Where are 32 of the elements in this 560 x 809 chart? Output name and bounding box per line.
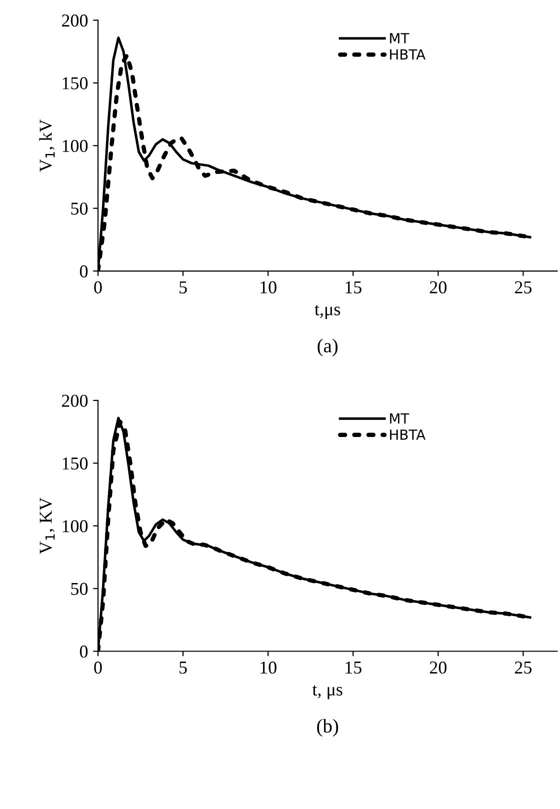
- y-tick-label: 200: [62, 14, 88, 27]
- y-tick-label: 150: [62, 77, 88, 90]
- y-tick-label: 150: [62, 457, 88, 470]
- x-tick-label: 0: [94, 661, 102, 674]
- x-tick-label: 5: [180, 662, 187, 674]
- x-tick-label: 10: [260, 661, 276, 674]
- x-tick-label: 25: [514, 662, 532, 674]
- y-tick-label: 100: [62, 520, 88, 532]
- x-tick-label: 25: [514, 281, 532, 294]
- y-axis-title: V$_{1}$, KV: [40, 498, 55, 554]
- y-tick-label: 50: [71, 202, 88, 215]
- x-tick-label: 10: [260, 281, 276, 294]
- y-tick-label: 0: [80, 646, 88, 658]
- text: (b): [317, 718, 338, 737]
- x-tick-label: 20: [430, 281, 446, 294]
- x-tick-label: 5: [180, 281, 187, 294]
- legend-label: MT: [390, 33, 410, 44]
- x-tick-label: 20: [430, 661, 446, 674]
- legend-label: MT: [390, 413, 410, 424]
- y-axis-title: V$_{1}$, kV: [39, 119, 55, 172]
- x-tick-label: 15: [346, 662, 362, 674]
- y-tick-label: 100: [62, 140, 88, 152]
- text: (a): [318, 338, 338, 356]
- x-tick-label: 15: [346, 281, 362, 294]
- y-tick-label: 200: [62, 394, 88, 407]
- legend-label: HBTA: [390, 49, 426, 60]
- y-tick-label: 0: [80, 265, 88, 278]
- x-tick-label: 0: [94, 281, 102, 294]
- x-axis-title: t,μs: [314, 305, 340, 320]
- legend-label: HBTA: [390, 430, 426, 440]
- x-axis-title: t, μs: [312, 685, 342, 700]
- y-tick-label: 50: [71, 582, 88, 595]
